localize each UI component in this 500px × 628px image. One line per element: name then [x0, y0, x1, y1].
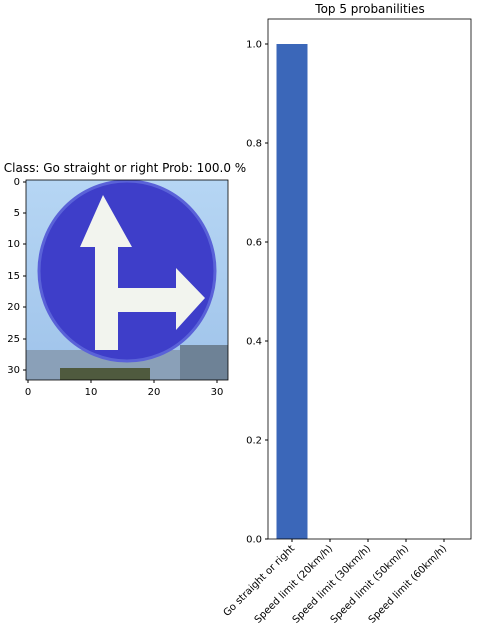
chart-title: Top 5 probanilities [314, 2, 424, 16]
image-y-tick: 0 [14, 177, 20, 188]
image-y-tick: 15 [7, 271, 20, 282]
y-tick-label: 1.0 [246, 40, 262, 51]
bar-chart: Top 5 probanilities 0.0 0.2 0.4 0.6 0.8 1.0 G… [222, 2, 472, 626]
image-panel: Class: Go straight or right Prob: 100.0 … [4, 161, 246, 398]
y-tick-label: 0.0 [246, 535, 262, 546]
bars-group [276, 44, 308, 539]
straight-arrow [80, 195, 132, 350]
image-y-tick: 10 [7, 239, 20, 250]
image-frame [25, 179, 229, 381]
sign-image [25, 179, 229, 381]
y-tick-label: 0.6 [246, 238, 262, 249]
image-x-tick: 20 [148, 387, 161, 398]
chart-y-axis: 0.0 0.2 0.4 0.6 0.8 1.0 [246, 40, 268, 546]
image-y-axis: 0 5 10 15 20 25 30 [7, 177, 26, 376]
right-arrow [118, 268, 205, 330]
sign-disc [39, 181, 215, 361]
image-title: Class: Go straight or right Prob: 100.0 … [4, 161, 246, 175]
x-tick-label: Speed limit (60km/h) [367, 543, 449, 625]
image-x-axis: 0 10 20 30 [25, 380, 224, 398]
image-x-tick: 30 [211, 387, 224, 398]
y-tick-label: 0.4 [246, 337, 262, 348]
image-y-tick: 30 [7, 365, 20, 376]
y-tick-label: 0.8 [246, 139, 262, 150]
image-y-tick: 5 [14, 208, 20, 219]
image-y-tick: 25 [7, 334, 20, 345]
image-x-tick: 10 [85, 387, 98, 398]
image-y-tick: 20 [7, 302, 20, 313]
bar [276, 44, 308, 539]
image-x-tick: 0 [25, 387, 31, 398]
x-tick-label: Go straight or right [222, 543, 298, 619]
plot-frame [267, 18, 472, 540]
y-tick-label: 0.2 [246, 436, 262, 447]
